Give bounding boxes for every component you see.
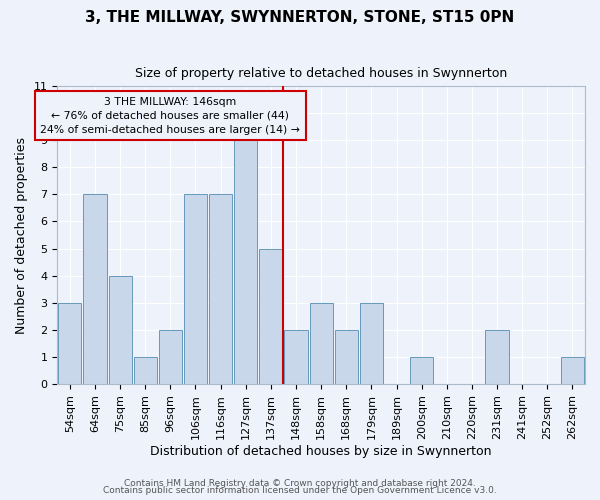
Bar (83, 194, 107, 384)
Bar (360, 303, 383, 384)
Bar (259, 248, 283, 384)
Bar (284, 330, 308, 384)
Title: Size of property relative to detached houses in Swynnerton: Size of property relative to detached ho… (135, 68, 507, 80)
Bar (184, 194, 207, 384)
Bar (410, 357, 433, 384)
X-axis label: Distribution of detached houses by size in Swynnerton: Distribution of detached houses by size … (151, 444, 492, 458)
Bar (335, 330, 358, 384)
Bar (485, 330, 509, 384)
Bar (134, 357, 157, 384)
Bar (58, 303, 82, 384)
Bar (234, 140, 257, 384)
Bar (310, 303, 332, 384)
Bar (109, 276, 131, 384)
Text: 3 THE MILLWAY: 146sqm
← 76% of detached houses are smaller (44)
24% of semi-deta: 3 THE MILLWAY: 146sqm ← 76% of detached … (40, 96, 300, 134)
Text: Contains HM Land Registry data © Crown copyright and database right 2024.: Contains HM Land Registry data © Crown c… (124, 478, 476, 488)
Text: Contains public sector information licensed under the Open Government Licence v3: Contains public sector information licen… (103, 486, 497, 495)
Y-axis label: Number of detached properties: Number of detached properties (15, 136, 28, 334)
Bar (561, 357, 584, 384)
Bar (209, 194, 232, 384)
Bar (159, 330, 182, 384)
Text: 3, THE MILLWAY, SWYNNERTON, STONE, ST15 0PN: 3, THE MILLWAY, SWYNNERTON, STONE, ST15 … (85, 10, 515, 25)
